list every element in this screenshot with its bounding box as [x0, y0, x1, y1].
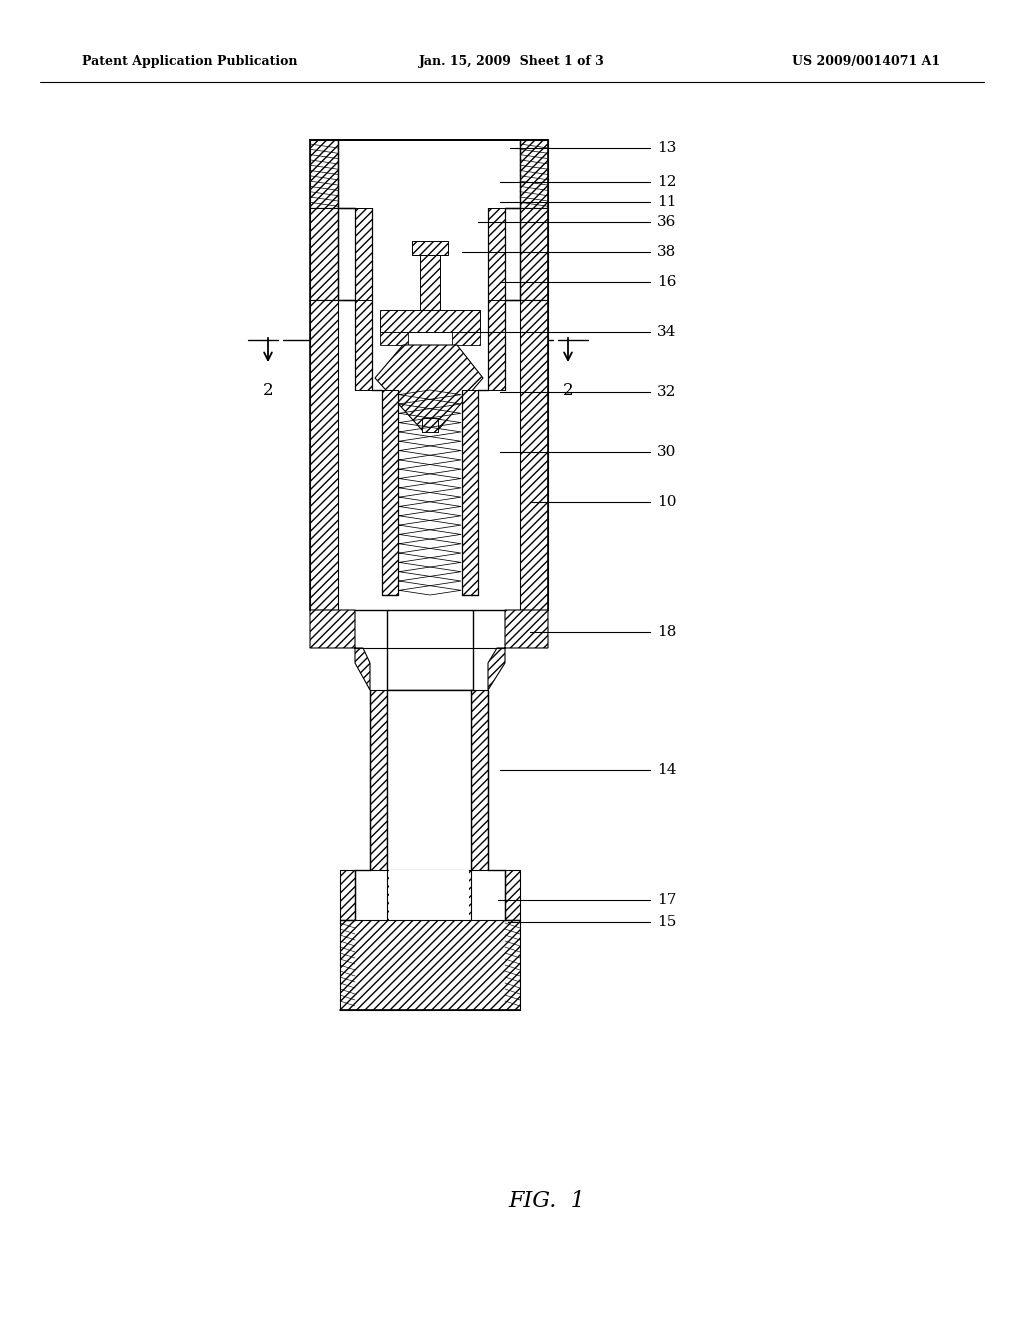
- Polygon shape: [422, 418, 438, 432]
- Bar: [387, 690, 471, 870]
- Polygon shape: [412, 242, 449, 255]
- Text: 2: 2: [263, 381, 273, 399]
- Polygon shape: [340, 870, 355, 920]
- Polygon shape: [420, 255, 440, 310]
- Text: 15: 15: [657, 915, 677, 929]
- Polygon shape: [488, 300, 505, 389]
- Polygon shape: [488, 209, 505, 300]
- Polygon shape: [520, 140, 548, 209]
- Polygon shape: [375, 345, 483, 430]
- Text: 17: 17: [657, 894, 677, 907]
- Polygon shape: [310, 300, 338, 610]
- Polygon shape: [380, 310, 480, 333]
- Text: 30: 30: [657, 445, 677, 459]
- Polygon shape: [380, 333, 408, 345]
- Polygon shape: [520, 209, 548, 300]
- Text: 10: 10: [657, 495, 677, 510]
- Polygon shape: [310, 140, 338, 209]
- Text: 34: 34: [657, 325, 677, 339]
- Text: 2: 2: [562, 381, 573, 399]
- Text: 12: 12: [657, 176, 677, 189]
- Polygon shape: [355, 300, 372, 389]
- Bar: [422, 418, 438, 432]
- Polygon shape: [488, 610, 548, 690]
- Polygon shape: [310, 610, 370, 690]
- Polygon shape: [355, 209, 372, 300]
- Bar: [387, 610, 473, 690]
- Bar: [372, 209, 488, 300]
- Text: 36: 36: [657, 215, 677, 228]
- Text: Jan. 15, 2009  Sheet 1 of 3: Jan. 15, 2009 Sheet 1 of 3: [419, 55, 605, 69]
- Bar: [389, 870, 469, 920]
- Text: 14: 14: [657, 763, 677, 777]
- Text: 18: 18: [657, 624, 677, 639]
- Text: 13: 13: [657, 141, 677, 154]
- Text: Patent Application Publication: Patent Application Publication: [82, 55, 298, 69]
- Text: 32: 32: [657, 385, 677, 399]
- Polygon shape: [340, 920, 520, 1010]
- Polygon shape: [520, 300, 548, 610]
- Text: US 2009/0014071 A1: US 2009/0014071 A1: [792, 55, 940, 69]
- Text: FIG.  1: FIG. 1: [508, 1191, 585, 1212]
- Polygon shape: [370, 690, 387, 870]
- Polygon shape: [310, 209, 338, 300]
- Text: 16: 16: [657, 275, 677, 289]
- Polygon shape: [452, 333, 480, 345]
- Polygon shape: [462, 389, 478, 595]
- Polygon shape: [505, 870, 520, 920]
- Polygon shape: [382, 389, 398, 595]
- Polygon shape: [387, 870, 471, 920]
- Polygon shape: [471, 690, 488, 870]
- Text: 11: 11: [657, 195, 677, 209]
- Text: 38: 38: [657, 246, 676, 259]
